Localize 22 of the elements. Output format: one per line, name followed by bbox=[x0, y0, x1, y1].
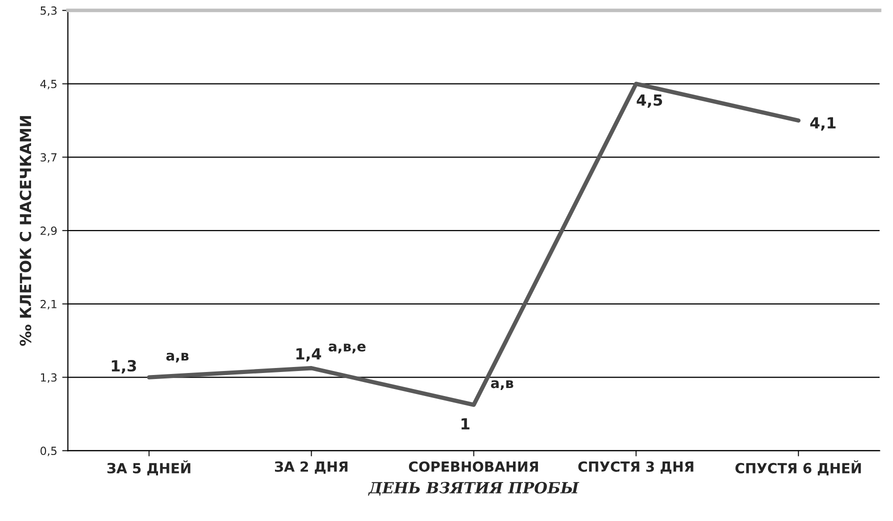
x-tick-label: СПУСТЯ 6 ДНЕЙ bbox=[735, 460, 861, 476]
annotation: а,в bbox=[166, 352, 189, 362]
y-tick-label: 4,5 bbox=[40, 80, 56, 90]
y-tick-label: 3,7 bbox=[40, 153, 56, 163]
y-tick-label: 2,9 bbox=[40, 226, 57, 236]
data-label: 1 bbox=[462, 418, 470, 430]
data-label: 4,5 bbox=[636, 94, 662, 108]
y-tick-label: 2,1 bbox=[40, 300, 56, 310]
x-tick-label: ЗА 5 ДНЕЙ bbox=[107, 460, 190, 476]
y-tick-label: 5,3 bbox=[40, 6, 57, 16]
annotation: а,в bbox=[491, 380, 514, 390]
x-tick-label: ЗА 2 ДНЯ bbox=[274, 461, 348, 474]
y-tick-label: 0,5 bbox=[40, 446, 56, 456]
x-axis-title: ДЕНЬ ВЗЯТИЯ ПРОБЫ bbox=[368, 482, 580, 496]
annotation: а,в,е bbox=[328, 344, 366, 354]
x-tick-label: СОРЕВНОВАНИЯ bbox=[408, 461, 538, 472]
y-axis-title: ‰ КЛЕТОК С НАСЕЧКАМИ bbox=[20, 116, 32, 346]
x-tick-label: СПУСТЯ 3 ДНЯ bbox=[578, 461, 694, 474]
data-label: 4,1 bbox=[810, 117, 836, 131]
y-tick-label: 1,3 bbox=[41, 373, 57, 383]
data-label: 1,3 bbox=[112, 360, 136, 374]
data-label: 1,4 bbox=[296, 348, 322, 362]
